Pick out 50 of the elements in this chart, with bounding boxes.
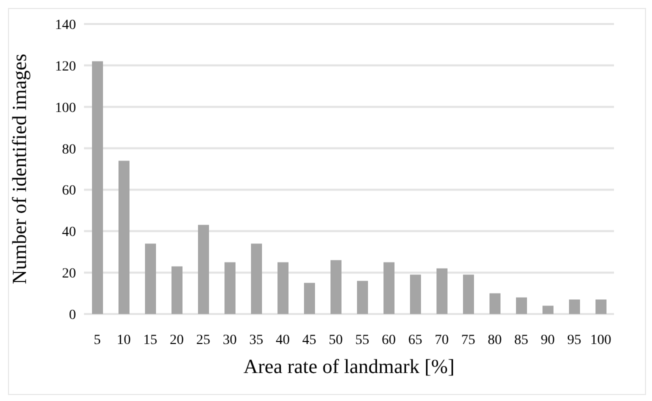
x-tick-label: 75 (461, 332, 476, 348)
bar (304, 282, 315, 314)
x-tick-label: 35 (249, 332, 264, 348)
bar (172, 266, 182, 314)
bar (569, 300, 580, 314)
x-tick-label: 30 (222, 332, 237, 348)
x-tick-label: 100 (590, 332, 612, 348)
x-tick-label: 95 (567, 332, 582, 348)
y-axis-title: Number of identified images (9, 54, 32, 284)
x-tick-label: 5 (94, 332, 101, 348)
x-tick-label: 60 (382, 332, 396, 348)
x-tick-label: 80 (488, 332, 502, 348)
bar (542, 306, 554, 314)
x-tick-label: 40 (276, 332, 290, 348)
x-tick-label: 10 (116, 332, 131, 348)
bar (92, 61, 103, 314)
y-tick-label: 0 (69, 308, 76, 323)
bar (490, 293, 500, 314)
y-tick-label: 20 (62, 266, 76, 282)
x-tick-label: 15 (143, 332, 158, 348)
bar (118, 160, 130, 314)
bar (384, 262, 394, 314)
x-tick-label: 85 (514, 332, 528, 348)
bar (516, 297, 527, 314)
x-tick-label: 20 (170, 332, 184, 348)
bar (198, 224, 209, 314)
y-tick-label: 40 (62, 225, 76, 240)
bar (330, 260, 342, 314)
y-tick-label: 60 (62, 184, 76, 199)
x-tick-label: 90 (540, 332, 555, 348)
x-tick-label: 45 (302, 332, 316, 348)
y-tick-label: 100 (55, 100, 76, 116)
y-tick-label: 80 (62, 142, 76, 158)
bar (596, 300, 606, 314)
x-axis-title: Area rate of landmark [%] (244, 356, 454, 378)
bar (251, 244, 262, 314)
x-tick-label: 70 (434, 332, 449, 348)
bar (145, 244, 156, 314)
x-tick-label: 65 (408, 332, 422, 348)
bar (410, 274, 421, 314)
bar (357, 280, 368, 314)
bar (463, 274, 474, 314)
bar (436, 268, 448, 314)
x-tick-label: 50 (328, 332, 343, 348)
x-tick-label: 55 (355, 332, 370, 348)
y-tick-label: 120 (55, 59, 76, 74)
bar (224, 262, 236, 314)
bar (278, 262, 288, 314)
y-tick-label: 140 (55, 18, 76, 33)
x-tick-label: 25 (196, 332, 210, 348)
